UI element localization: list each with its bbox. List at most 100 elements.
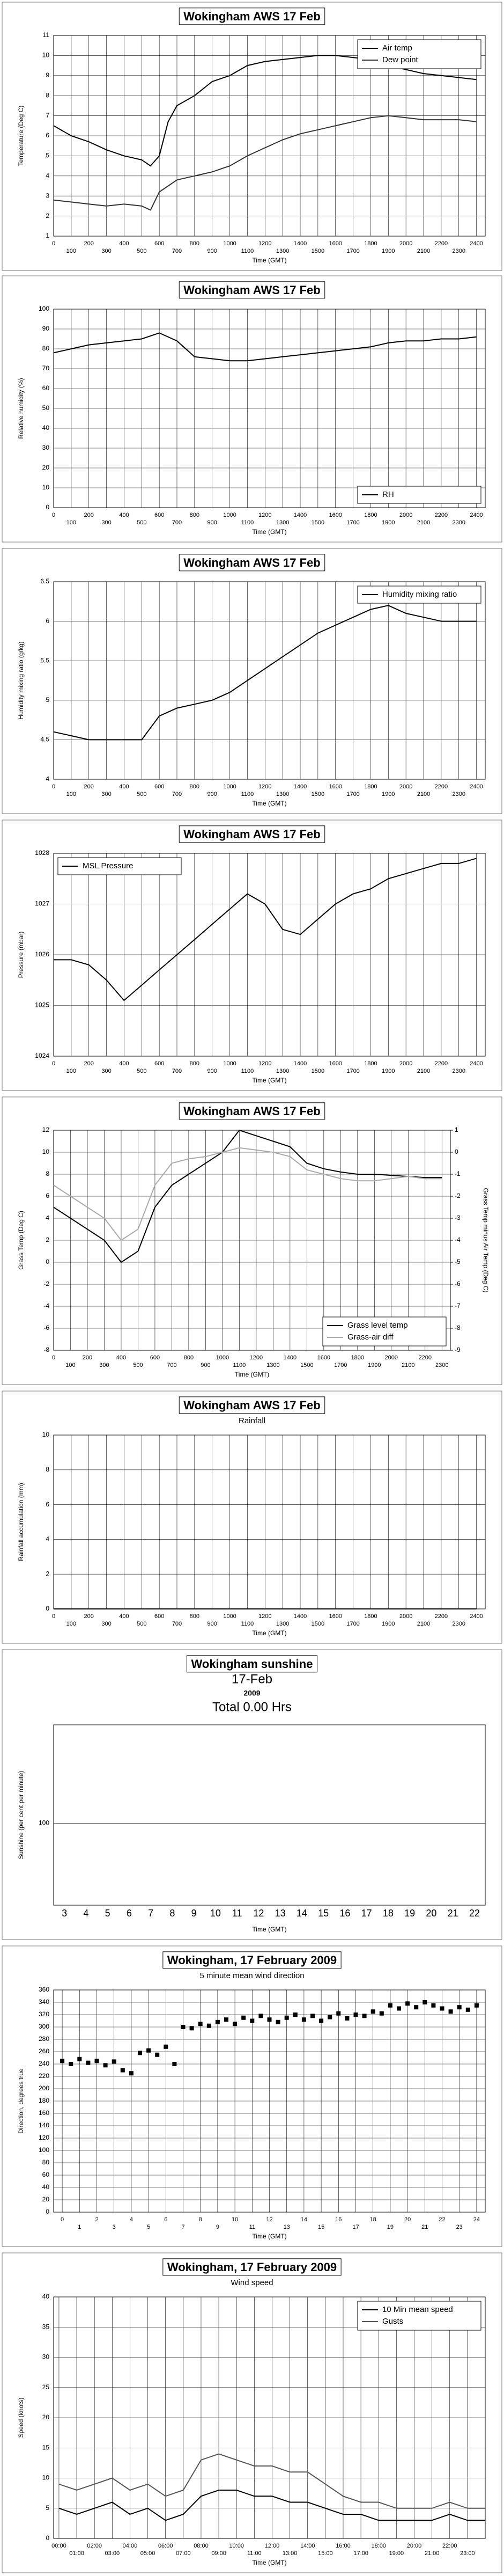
x-tick-label: 1500 xyxy=(312,248,324,254)
chart-subtitle: Wind speed xyxy=(231,2278,273,2287)
x-tick-label: 5 xyxy=(147,2224,150,2230)
x-axis-label: Time (GMT) xyxy=(252,528,286,536)
x-tick-label: 1600 xyxy=(329,240,342,247)
x-tick-label: 100 xyxy=(66,1621,76,1627)
x-tick-label: 12:00 xyxy=(265,2543,280,2549)
x-tick-label: 15 xyxy=(318,2224,324,2230)
title-box xyxy=(162,1951,342,1969)
x-tick-label: 24 xyxy=(473,2216,480,2223)
x-tick-label: 1100 xyxy=(241,1068,254,1074)
x-tick-label: 1000 xyxy=(223,1613,236,1620)
x-tick-label: 0 xyxy=(52,1613,55,1620)
x-tick-label: 400 xyxy=(119,240,129,247)
y-tick-label: 0 xyxy=(46,1605,49,1612)
x-tick-label: 19 xyxy=(404,1908,415,1919)
x-tick-label: 05:00 xyxy=(140,2550,155,2557)
title-box xyxy=(162,2258,342,2276)
x-tick-label: 700 xyxy=(172,1621,182,1627)
x-tick-label: 1200 xyxy=(258,512,271,518)
point xyxy=(233,2022,238,2026)
point xyxy=(440,2006,444,2011)
x-tick-label: 900 xyxy=(207,248,217,254)
legend-label: 10 Min mean speed xyxy=(382,2305,453,2314)
x-tick-label: 700 xyxy=(167,1362,176,1368)
x-tick-label: 2400 xyxy=(470,784,483,790)
x-tick-label: 13:00 xyxy=(283,2550,298,2557)
y-tick-label: 50 xyxy=(42,404,50,412)
x-tick-label: 1300 xyxy=(276,248,289,254)
point xyxy=(353,2012,358,2017)
x-tick-label: 1800 xyxy=(351,1355,364,1361)
x-tick-label: 100 xyxy=(66,791,76,797)
x-tick-label: 1600 xyxy=(317,1355,330,1361)
x-tick-label: 300 xyxy=(99,1362,109,1368)
x-tick-label: 1000 xyxy=(223,240,236,247)
point xyxy=(181,2025,186,2029)
x-tick-label: 100 xyxy=(66,519,76,526)
x-tick-label: 13 xyxy=(284,2224,290,2230)
point xyxy=(310,2014,315,2018)
y-tick-label: 1028 xyxy=(35,849,49,857)
y-tick-label: 320 xyxy=(39,2010,49,2018)
chart-title: Wokingham AWS 17 Feb xyxy=(183,283,320,297)
x-tick-label: 1300 xyxy=(276,1068,289,1074)
x-tick-label: 1100 xyxy=(241,1621,254,1627)
x-tick-label: 500 xyxy=(137,1068,146,1074)
x-tick-label: 300 xyxy=(101,519,111,526)
x-tick-label: 1000 xyxy=(223,1060,236,1067)
legend-label: Grass-air diff xyxy=(347,1333,394,1342)
x-axis-label: Time (GMT) xyxy=(252,2559,286,2566)
point xyxy=(60,2059,65,2063)
x-tick-label: 500 xyxy=(137,519,146,526)
x-tick-label: 10 xyxy=(232,2216,238,2223)
x-tick-label: 6 xyxy=(127,1908,132,1919)
y2-tick-label: -2 xyxy=(455,1192,461,1199)
y-axis-label: Sunshine (per cent per minute) xyxy=(17,1771,25,1860)
x-tick-label: 800 xyxy=(190,784,199,790)
x-tick-label: 9 xyxy=(191,1908,197,1919)
x-tick-label: 08:00 xyxy=(194,2543,209,2549)
legend-label: Gusts xyxy=(382,2317,403,2326)
legend-label: Dew point xyxy=(382,55,419,64)
x-tick-label: 1800 xyxy=(364,1060,377,1067)
point xyxy=(164,2044,168,2049)
x-tick-label: 07:00 xyxy=(176,2550,191,2557)
y-tick-label: 40 xyxy=(42,424,50,431)
point xyxy=(448,2009,453,2014)
y-tick-label: 40 xyxy=(42,2293,50,2300)
x-tick-label: 1000 xyxy=(223,512,236,518)
x-tick-label: 2100 xyxy=(417,519,430,526)
y-tick-label: 1024 xyxy=(35,1052,49,1059)
y-tick-label: 6 xyxy=(46,1501,49,1508)
x-tick-label: 18 xyxy=(370,2216,376,2223)
x-tick-label: 3 xyxy=(113,2224,116,2230)
y-tick-label: 160 xyxy=(39,2109,49,2117)
chart-title: Wokingham AWS 17 Feb xyxy=(183,1104,320,1118)
y-tick-label: 200 xyxy=(39,2084,49,2092)
x-tick-label: 16 xyxy=(339,1908,350,1919)
x-tick-label: 7 xyxy=(181,2224,184,2230)
point xyxy=(112,2059,116,2064)
x-axis-label: Time (GMT) xyxy=(235,1371,269,1378)
x-tick-label: 2000 xyxy=(385,1355,398,1361)
chart-title: Wokingham AWS 17 Feb xyxy=(183,828,320,841)
x-tick-label: 2200 xyxy=(435,784,448,790)
point xyxy=(155,2052,160,2057)
y-tick-label: 40 xyxy=(42,2183,50,2191)
x-tick-label: 900 xyxy=(207,1068,217,1074)
y-tick-label: -4 xyxy=(43,1302,49,1309)
x-tick-label: 2300 xyxy=(452,791,465,797)
y-tick-label: 10 xyxy=(42,1431,50,1438)
x-tick-label: 1000 xyxy=(223,784,236,790)
y2-tick-label: -3 xyxy=(455,1214,461,1221)
point xyxy=(293,2012,298,2017)
point xyxy=(86,2060,91,2065)
x-tick-label: 21 xyxy=(421,2224,428,2230)
x-tick-label: 1300 xyxy=(266,1362,279,1368)
x-tick-label: 11:00 xyxy=(247,2550,262,2557)
point xyxy=(431,2003,436,2008)
y-tick-label: 20 xyxy=(42,2196,50,2203)
y-tick-label: 5 xyxy=(46,2504,49,2512)
x-tick-label: 0 xyxy=(52,512,55,518)
x-tick-label: 2200 xyxy=(435,1060,448,1067)
